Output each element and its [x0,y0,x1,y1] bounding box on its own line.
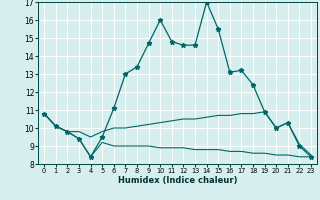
X-axis label: Humidex (Indice chaleur): Humidex (Indice chaleur) [118,176,237,185]
